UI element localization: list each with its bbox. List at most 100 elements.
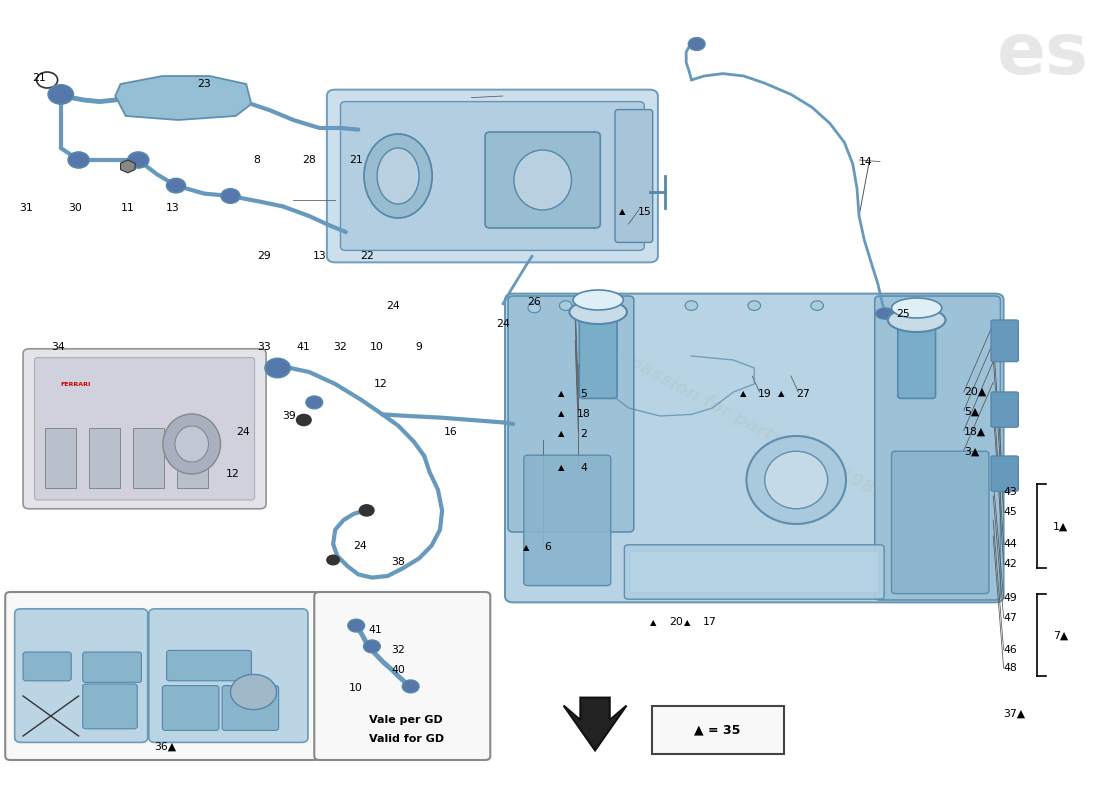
Text: 8: 8 xyxy=(253,155,260,165)
Text: 24: 24 xyxy=(496,319,509,329)
Text: 33: 33 xyxy=(257,342,271,352)
Circle shape xyxy=(68,152,89,168)
Circle shape xyxy=(48,85,74,104)
Text: FERRARI: FERRARI xyxy=(60,382,91,386)
Ellipse shape xyxy=(747,436,846,524)
Text: 45: 45 xyxy=(1003,507,1018,517)
Ellipse shape xyxy=(876,308,894,319)
Text: 20▲: 20▲ xyxy=(964,387,986,397)
Text: 32: 32 xyxy=(392,645,405,654)
Circle shape xyxy=(348,619,364,632)
Text: 3▲: 3▲ xyxy=(964,447,979,457)
Text: 12: 12 xyxy=(373,379,387,389)
Text: 32: 32 xyxy=(333,342,348,352)
Text: 49: 49 xyxy=(1003,594,1018,603)
Text: 10: 10 xyxy=(371,342,384,352)
FancyBboxPatch shape xyxy=(580,314,617,398)
Text: 41: 41 xyxy=(297,342,310,352)
FancyBboxPatch shape xyxy=(327,90,658,262)
Text: 18▲: 18▲ xyxy=(964,427,986,437)
Circle shape xyxy=(306,396,322,409)
Text: ▲ = 35: ▲ = 35 xyxy=(694,724,740,737)
Text: a passion for parts since 1985: a passion for parts since 1985 xyxy=(608,344,888,504)
Text: 27: 27 xyxy=(796,389,811,398)
FancyBboxPatch shape xyxy=(615,110,652,242)
Text: 15: 15 xyxy=(637,207,651,217)
FancyBboxPatch shape xyxy=(166,650,252,681)
Text: ▲: ▲ xyxy=(650,618,657,627)
Ellipse shape xyxy=(175,426,209,462)
Text: ▲: ▲ xyxy=(522,542,529,552)
FancyBboxPatch shape xyxy=(82,684,138,729)
FancyBboxPatch shape xyxy=(524,455,611,586)
Ellipse shape xyxy=(888,308,946,332)
FancyBboxPatch shape xyxy=(6,592,319,760)
Text: 11: 11 xyxy=(121,203,134,213)
Text: 30: 30 xyxy=(68,203,82,213)
FancyBboxPatch shape xyxy=(34,358,254,500)
Text: 4: 4 xyxy=(580,463,587,473)
FancyBboxPatch shape xyxy=(82,652,142,682)
Text: 31: 31 xyxy=(20,203,33,213)
FancyBboxPatch shape xyxy=(508,296,634,532)
Text: 14: 14 xyxy=(859,157,872,166)
FancyBboxPatch shape xyxy=(14,609,147,742)
Bar xyxy=(630,552,878,592)
Text: 1▲: 1▲ xyxy=(1053,522,1068,531)
Circle shape xyxy=(363,640,381,653)
FancyBboxPatch shape xyxy=(315,592,491,760)
Circle shape xyxy=(166,178,186,193)
Text: 21: 21 xyxy=(32,74,45,83)
Text: 39: 39 xyxy=(283,411,296,421)
FancyBboxPatch shape xyxy=(991,320,1019,362)
Text: 20: 20 xyxy=(669,618,683,627)
Text: es: es xyxy=(997,20,1089,89)
Text: ▲: ▲ xyxy=(559,429,564,438)
Circle shape xyxy=(403,680,419,693)
Text: 23: 23 xyxy=(197,79,211,89)
Circle shape xyxy=(689,38,705,50)
Bar xyxy=(177,428,209,488)
FancyBboxPatch shape xyxy=(991,392,1019,427)
Circle shape xyxy=(528,303,540,313)
Text: ▲: ▲ xyxy=(779,389,784,398)
Circle shape xyxy=(231,674,276,710)
Circle shape xyxy=(591,301,604,310)
Bar xyxy=(133,428,165,488)
Circle shape xyxy=(748,301,760,310)
Text: ▲: ▲ xyxy=(619,207,626,217)
Text: 6: 6 xyxy=(544,542,551,552)
Text: 16: 16 xyxy=(443,427,458,437)
Text: 19: 19 xyxy=(758,389,771,398)
FancyBboxPatch shape xyxy=(625,545,884,599)
FancyBboxPatch shape xyxy=(651,706,783,754)
Circle shape xyxy=(811,301,824,310)
Text: 46: 46 xyxy=(1003,645,1018,654)
Text: Vale per GD: Vale per GD xyxy=(368,715,442,725)
Text: 12: 12 xyxy=(226,469,240,478)
FancyBboxPatch shape xyxy=(23,652,72,681)
Bar xyxy=(89,428,121,488)
Text: 21: 21 xyxy=(350,155,363,165)
Text: 2: 2 xyxy=(580,429,587,438)
FancyBboxPatch shape xyxy=(23,349,266,509)
Text: ▲: ▲ xyxy=(684,618,691,627)
FancyBboxPatch shape xyxy=(148,609,308,742)
FancyBboxPatch shape xyxy=(891,451,989,594)
Ellipse shape xyxy=(891,298,942,318)
Text: 44: 44 xyxy=(1003,539,1018,549)
Circle shape xyxy=(265,358,290,378)
FancyBboxPatch shape xyxy=(505,294,1003,602)
Polygon shape xyxy=(116,76,252,120)
Text: 13: 13 xyxy=(166,203,179,213)
Text: 43: 43 xyxy=(1003,487,1018,497)
Ellipse shape xyxy=(573,290,624,310)
Text: 28: 28 xyxy=(302,155,316,165)
FancyBboxPatch shape xyxy=(222,686,278,730)
Text: 5: 5 xyxy=(580,389,587,398)
Text: 42: 42 xyxy=(1003,559,1018,569)
Text: 10: 10 xyxy=(350,683,363,693)
Ellipse shape xyxy=(570,300,627,324)
Text: 47: 47 xyxy=(1003,613,1018,622)
Circle shape xyxy=(36,72,57,88)
